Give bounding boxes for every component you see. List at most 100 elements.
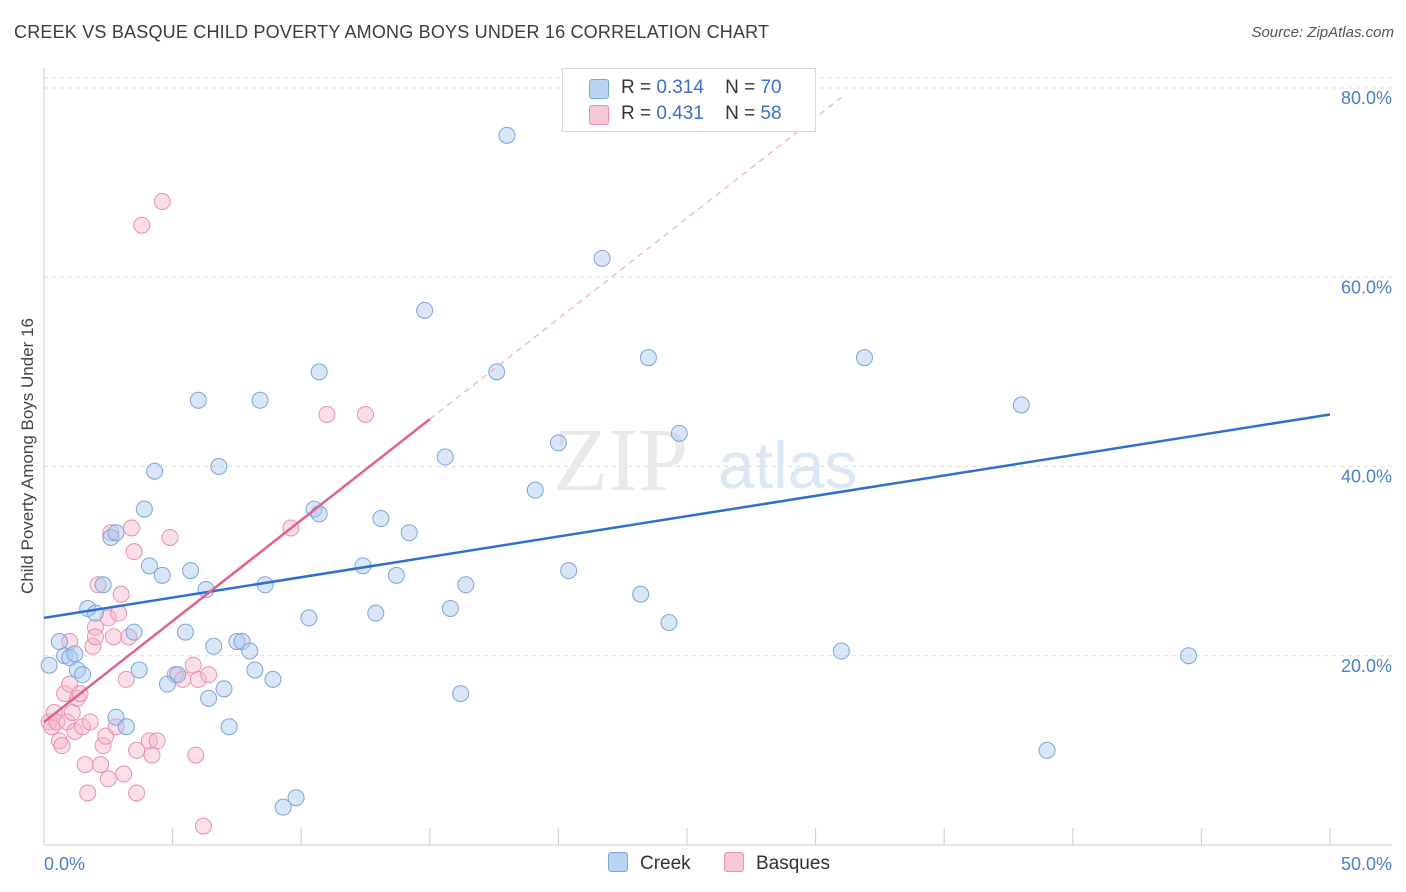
creek-point — [457, 576, 475, 594]
creek-point — [182, 562, 200, 580]
basques-point — [189, 670, 207, 688]
basques-point — [99, 770, 117, 788]
creek-trend-line — [43, 413, 1331, 620]
legend: R = 0.314 N = 70 R = 0.431 N = 58 — [562, 68, 816, 132]
bottom-legend-creek: Creek — [608, 852, 691, 875]
legend-creek-n: 70 — [760, 77, 782, 98]
creek-point — [140, 557, 158, 575]
basques-point — [86, 628, 104, 646]
creek-point — [488, 363, 506, 381]
creek-point — [200, 689, 218, 707]
legend-creek-r: 0.314 — [656, 77, 704, 98]
basques-point — [161, 528, 179, 546]
basques-point — [122, 519, 140, 537]
legend-r-label: R = — [621, 103, 652, 124]
basques-trend-extension — [429, 96, 842, 420]
y-tick-label: 80.0% — [1341, 88, 1392, 108]
bottom-label-basques: Basques — [756, 853, 830, 874]
legend-swatch-creek — [589, 79, 609, 99]
creek-point — [400, 524, 418, 542]
basques-point — [128, 741, 146, 759]
basques-point — [92, 756, 110, 774]
legend-basques-n: 58 — [760, 103, 782, 124]
basques-point — [76, 756, 94, 774]
chart-title: CREEK VS BASQUE CHILD POVERTY AMONG BOYS… — [14, 22, 770, 42]
x-tick-max: 50.0% — [1341, 854, 1392, 874]
creek-point — [66, 645, 84, 663]
creek-point — [117, 718, 135, 736]
basques-point — [120, 628, 138, 646]
creek-point — [107, 524, 125, 542]
creek-point — [300, 609, 318, 627]
creek-point — [205, 637, 223, 655]
basques-point — [81, 713, 99, 731]
creek-point — [452, 685, 470, 703]
creek-point — [549, 434, 567, 452]
creek-point — [246, 661, 264, 679]
basques-point — [89, 576, 107, 594]
watermark: ZIP atlas — [553, 411, 857, 510]
creek-point — [287, 789, 305, 807]
creek-point — [560, 562, 578, 580]
creek-point — [832, 642, 850, 660]
creek-point — [1180, 647, 1198, 665]
basques-point — [153, 193, 171, 211]
creek-point — [416, 301, 434, 319]
legend-n-label: N = — [725, 77, 756, 98]
chart-source: Source: ZipAtlas.com — [1251, 24, 1394, 41]
basques-point — [115, 765, 133, 783]
basques-point — [50, 732, 68, 750]
basques-point — [128, 784, 146, 802]
basques-point — [104, 628, 122, 646]
basques-point — [48, 713, 66, 731]
creek-point — [220, 718, 238, 736]
basques-point — [112, 585, 130, 603]
basques-point — [53, 737, 71, 755]
basques-point — [174, 670, 192, 688]
y-tick-labels: 20.0% 40.0% 60.0% 80.0% — [1341, 88, 1392, 676]
creek-point — [210, 458, 228, 475]
basques-point — [102, 524, 120, 542]
creek-point — [146, 462, 164, 480]
basques-point — [56, 685, 74, 703]
basques-point — [86, 618, 104, 636]
creek-point — [310, 363, 328, 381]
creek-point — [102, 528, 120, 546]
basques-point — [84, 637, 102, 655]
basques-point — [117, 670, 135, 688]
basques-point — [357, 405, 374, 423]
creek-point — [169, 666, 187, 684]
creek-point — [241, 642, 259, 660]
creek-point — [251, 391, 269, 409]
legend-swatch-basques — [589, 105, 609, 125]
creek-point — [498, 126, 516, 144]
creek-point — [526, 481, 544, 499]
basques-point — [99, 609, 117, 627]
creek-point — [86, 604, 104, 622]
watermark-zip: ZIP — [553, 411, 688, 510]
creek-point — [130, 661, 148, 679]
creek-point — [436, 448, 454, 466]
creek-point — [855, 349, 873, 367]
basques-point — [133, 216, 151, 234]
legend-basques-r: 0.431 — [656, 103, 704, 124]
basques-point — [43, 718, 61, 736]
basques-point — [94, 737, 112, 755]
basques-point — [107, 718, 125, 736]
creek-point — [1012, 396, 1030, 414]
gridlines — [44, 77, 1392, 657]
creek-point — [593, 249, 611, 267]
creek-point — [372, 510, 390, 528]
y-tick-label: 20.0% — [1341, 656, 1392, 676]
basques-trend-line — [43, 418, 431, 723]
creek-point — [125, 623, 143, 641]
legend-r-label: R = — [621, 77, 652, 98]
y-tick-label: 40.0% — [1341, 467, 1392, 487]
basques-point — [143, 746, 161, 764]
creek-point — [639, 349, 657, 367]
x-tick-min: 0.0% — [44, 854, 85, 874]
creek-point — [40, 656, 58, 674]
creek-point — [215, 680, 233, 698]
basques-point — [63, 704, 81, 722]
creek-point — [135, 500, 153, 518]
